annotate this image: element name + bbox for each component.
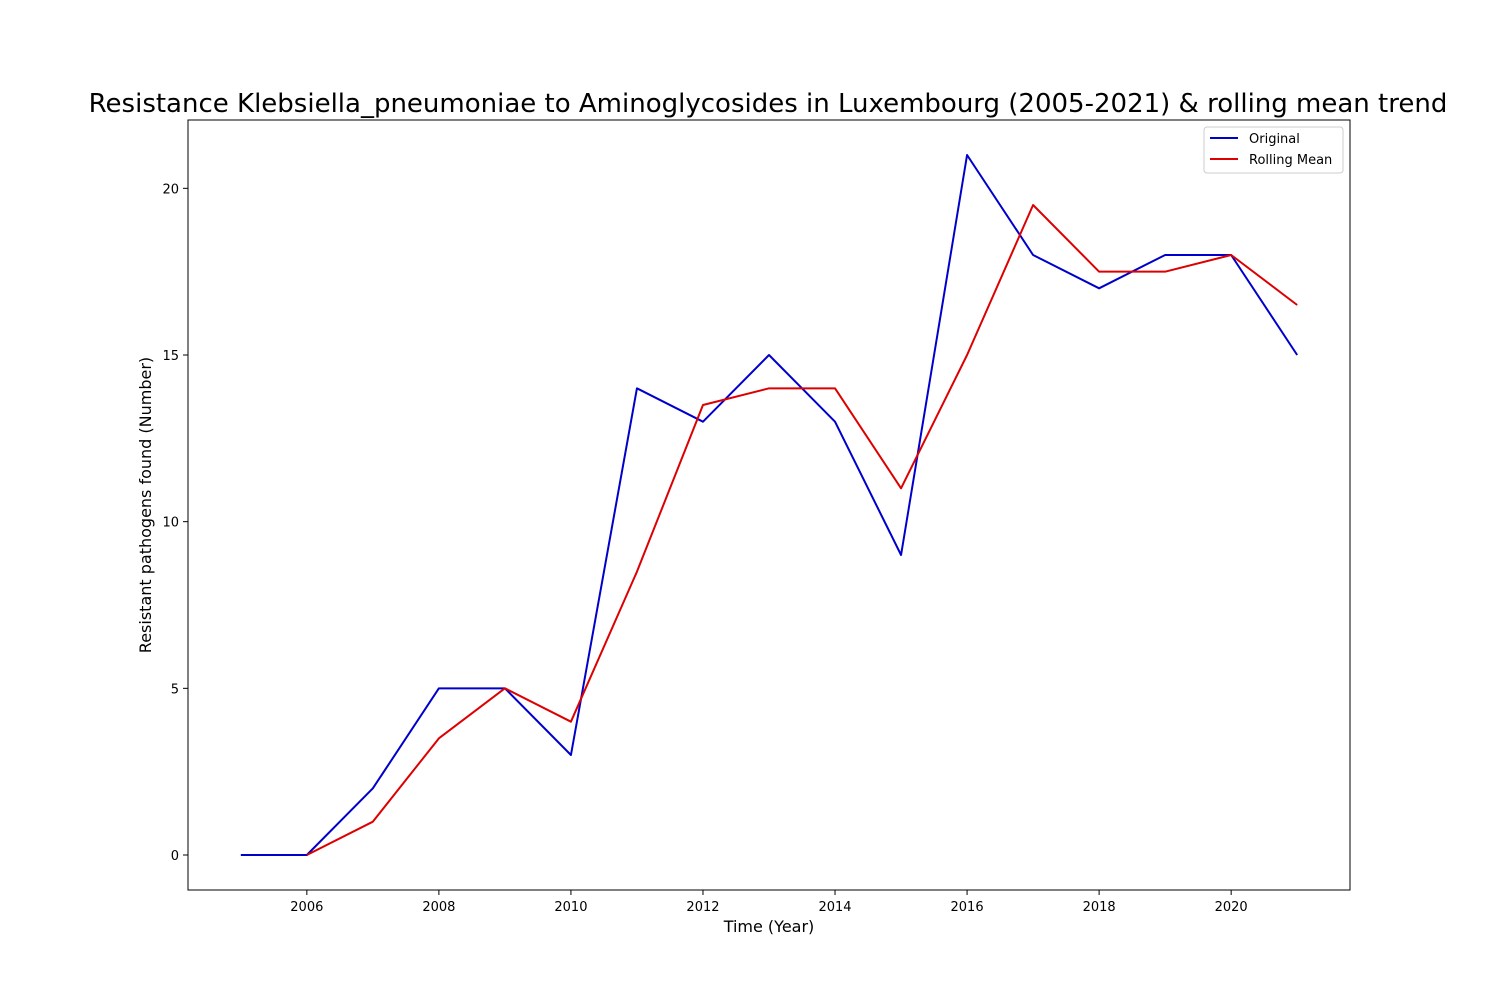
y-axis-label: Resistant pathogens found (Number): [136, 357, 155, 653]
x-tick-label: 2006: [290, 900, 323, 915]
legend-box: [1203, 126, 1344, 174]
legend-label: Original: [1249, 132, 1300, 147]
chart-title: Resistance Klebsiella_pneumoniae to Amin…: [89, 89, 1448, 119]
legend-label: Rolling Mean: [1249, 153, 1332, 168]
x-tick-label: 2010: [554, 900, 587, 915]
y-tick-label: 5: [171, 682, 179, 697]
y-tick-label: 20: [162, 182, 179, 197]
x-tick-label: 2012: [686, 900, 719, 915]
legend: Original Rolling Mean: [1203, 126, 1344, 174]
y-tick-label: 0: [171, 849, 179, 864]
x-tick-label: 2008: [422, 900, 455, 915]
axes-frame: [187, 119, 1351, 891]
x-tick-label: 2014: [818, 900, 851, 915]
y-tick-label: 15: [162, 349, 179, 364]
x-tick-label: 2016: [951, 900, 984, 915]
series-line-original: [240, 154, 1299, 856]
series-line-rolling-mean: [306, 204, 1298, 856]
y-tick-label: 10: [162, 516, 179, 531]
x-tick-label: 2020: [1215, 900, 1248, 915]
x-axis-label: Time (Year): [723, 917, 815, 936]
plot-area: 2006 2008 2010 2012 2014 2016 2018 2020 0 5 10 15 20: [162, 119, 1351, 915]
x-tick-label: 2018: [1083, 900, 1116, 915]
